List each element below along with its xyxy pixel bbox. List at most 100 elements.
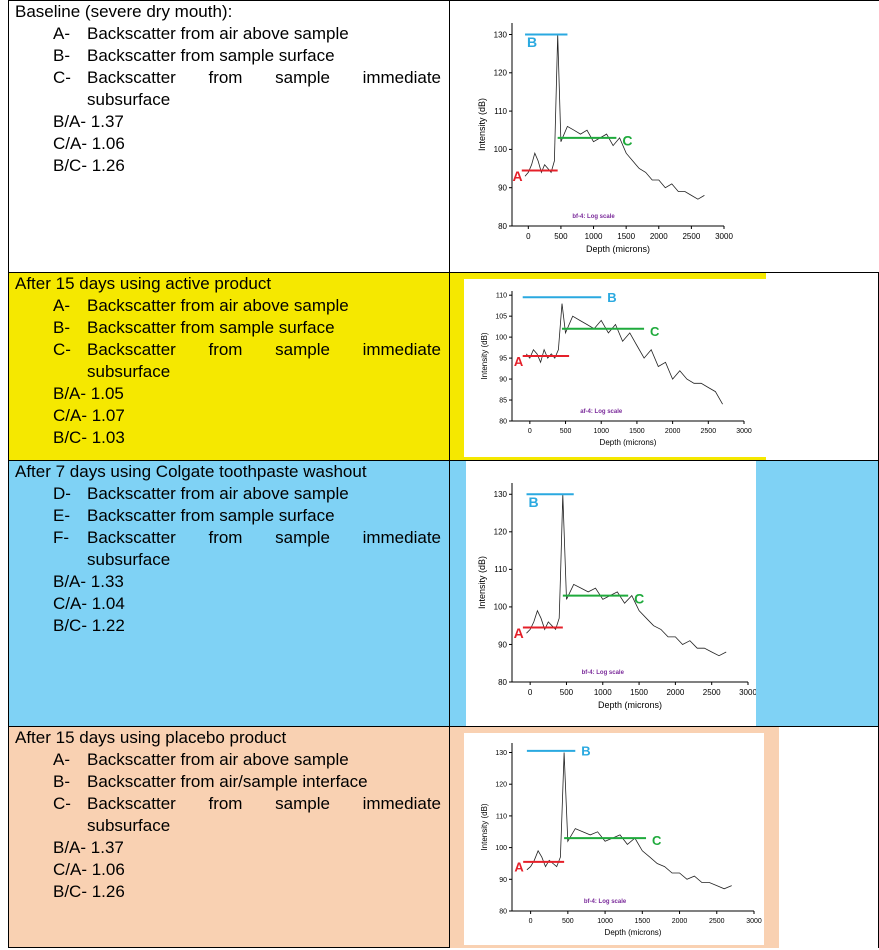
marker-label-c: C — [634, 590, 644, 606]
chart-cell: 80 90 100 110 120 130 0 500 1000 1500 2000 2500 3000… — [450, 0, 879, 272]
scale-annotation: af-4: Log scale — [580, 409, 623, 415]
legend-text: Backscatter from air/sample interface — [87, 772, 368, 791]
legend-list: A- Backscatter from air above sample B- Bac… — [53, 23, 441, 111]
legend-text: Backscatter from sample surface — [87, 46, 335, 65]
chart-panel: 80 90 100 110 120 130 0 500 1000 1500 2000 2500 3000… — [464, 733, 764, 945]
y-axis-label: Intensity (dB) — [477, 98, 487, 151]
x-tick-label: 500 — [554, 232, 568, 241]
text-cell: After 15 days using active product A- Back… — [8, 272, 450, 460]
legend-text: Backscatter from sample immediate — [87, 340, 441, 359]
legend-text: Backscatter from air above sample — [87, 296, 349, 315]
y-axis-label: Intensity (dB) — [477, 556, 487, 609]
legend-key: B- — [53, 46, 70, 65]
legend-key: D- — [53, 484, 71, 503]
legend-item: A- Backscatter from air above sample — [53, 23, 441, 45]
scale-annotation: bf-4: Log scale — [572, 214, 615, 220]
x-tick-label: 3000 — [715, 232, 733, 241]
x-axis-label: Depth (microns) — [600, 438, 657, 447]
y-tick-label: 130 — [494, 490, 508, 499]
ratio-value: C/A- 1.04 — [53, 594, 125, 613]
marker-label-a: A — [512, 168, 522, 184]
scale-annotation: bf-4: Log scale — [582, 670, 625, 676]
ratio-value: C/A- 1.07 — [53, 406, 125, 425]
ratio-value: B/A- 1.37 — [53, 838, 124, 857]
intensity-chart: 80 85 90 95 100 105 110 0 500 1000 1500 2000 2500 300… — [480, 290, 752, 447]
y-tick-label: 120 — [494, 528, 508, 537]
row-heading: After 7 days using Colgate toothpaste wa… — [15, 462, 367, 481]
x-tick-label: 2500 — [701, 428, 717, 435]
legend-item: F- Backscatter from sample immediate subsu… — [53, 527, 441, 571]
intensity-trace — [524, 34, 705, 200]
x-tick-label: 1500 — [635, 918, 651, 925]
y-tick-label: 80 — [498, 222, 507, 231]
y-tick-label: 120 — [494, 69, 508, 78]
marker-label-b: B — [607, 290, 616, 305]
legend-text-continued: subsurface — [87, 362, 171, 381]
legend-text-continued: subsurface — [87, 90, 171, 109]
text-cell: After 15 days using placebo product A- Bac… — [8, 726, 450, 948]
y-axis-label: Intensity (dB) — [480, 803, 489, 850]
x-tick-label: 500 — [560, 428, 572, 435]
marker-label-a: A — [514, 354, 524, 369]
marker-label-b: B — [527, 34, 537, 50]
y-tick-label: 80 — [498, 678, 507, 687]
legend-key: F- — [53, 528, 70, 547]
legend-item: C- Backscatter from sample immediate subsu… — [53, 793, 441, 837]
marker-label-a: A — [514, 860, 524, 875]
legend-item: E- Backscatter from sample surface — [53, 505, 441, 527]
ratio-value: C/A- 1.06 — [53, 134, 125, 153]
y-axis-label: Intensity (dB) — [480, 332, 489, 379]
y-tick-label: 130 — [495, 750, 507, 757]
chart-panel: 80 90 100 110 120 130 0 500 1000 1500 2000 2500 3000… — [466, 461, 757, 726]
ratio-value: B/C- 1.26 — [53, 882, 125, 901]
legend-key: A- — [53, 750, 70, 769]
legend-text: Backscatter from sample immediate — [87, 68, 441, 87]
legend-item: C- Backscatter from sample immediate subsu… — [53, 339, 441, 383]
y-tick-label: 100 — [495, 845, 507, 852]
legend-key: C- — [53, 68, 71, 87]
comparison-table: Baseline (severe dry mouth): A- Backscatte… — [8, 0, 879, 948]
row-heading: After 15 days using placebo product — [15, 728, 287, 747]
legend-text: Backscatter from air above sample — [87, 484, 349, 503]
x-tick-label: 2000 — [672, 918, 688, 925]
legend-key: E- — [53, 506, 70, 525]
intensity-chart: 80 90 100 110 120 130 0 500 1000 1500 2000 2500 3000… — [480, 743, 762, 937]
ratio-list: B/A- 1.37 C/A- 1.06 B/C- 1.26 — [53, 111, 125, 177]
chart-panel: 80 90 100 110 120 130 0 500 1000 1500 2000 2500 3000… — [450, 1, 879, 272]
x-tick-label: 2500 — [682, 232, 700, 241]
ratio-value: B/A- 1.37 — [53, 112, 124, 131]
legend-item: B- Backscatter from sample surface — [53, 45, 441, 67]
ratio-list: B/A- 1.05 C/A- 1.07 B/C- 1.03 — [53, 383, 125, 449]
legend-text: Backscatter from sample immediate — [87, 794, 441, 813]
intensity-trace — [526, 752, 732, 890]
row-heading: After 15 days using active product — [15, 274, 272, 293]
legend-text: Backscatter from air above sample — [87, 24, 349, 43]
x-tick-label: 3000 — [746, 918, 762, 925]
row-washout: After 7 days using Colgate toothpaste wa… — [8, 460, 879, 726]
chart-cell: 80 85 90 95 100 105 110 0 500 1000 1500 2000 2500 300… — [450, 272, 879, 460]
legend-item: D- Backscatter from air above sample — [53, 483, 441, 505]
x-tick-label: 1500 — [630, 688, 648, 697]
x-tick-label: 500 — [560, 688, 574, 697]
scale-annotation: bf-4: Log scale — [584, 899, 627, 905]
y-tick-label: 100 — [494, 603, 508, 612]
y-tick-label: 110 — [496, 293, 507, 300]
marker-label-b: B — [581, 743, 590, 758]
legend-text: Backscatter from sample surface — [87, 506, 335, 525]
ratio-value: B/A- 1.05 — [53, 384, 124, 403]
x-tick-label: 2500 — [709, 918, 725, 925]
y-tick-label: 110 — [496, 813, 507, 820]
y-tick-label: 90 — [498, 640, 507, 649]
legend-text: Backscatter from sample surface — [87, 318, 335, 337]
chart-cell: 80 90 100 110 120 130 0 500 1000 1500 2000 2500 3000… — [450, 726, 879, 948]
row-background — [8, 0, 450, 272]
legend-key: A- — [53, 296, 70, 315]
legend-item: A- Backscatter from air above sample — [53, 295, 441, 317]
y-tick-label: 80 — [499, 418, 507, 425]
legend-key: B- — [53, 318, 70, 337]
intensity-chart: 80 90 100 110 120 130 0 500 1000 1500 2000 2500 3000… — [477, 483, 757, 710]
x-tick-label: 0 — [528, 428, 532, 435]
x-tick-label: 1000 — [593, 428, 609, 435]
x-axis-label: Depth (microns) — [605, 928, 662, 937]
x-tick-label: 2000 — [650, 232, 668, 241]
